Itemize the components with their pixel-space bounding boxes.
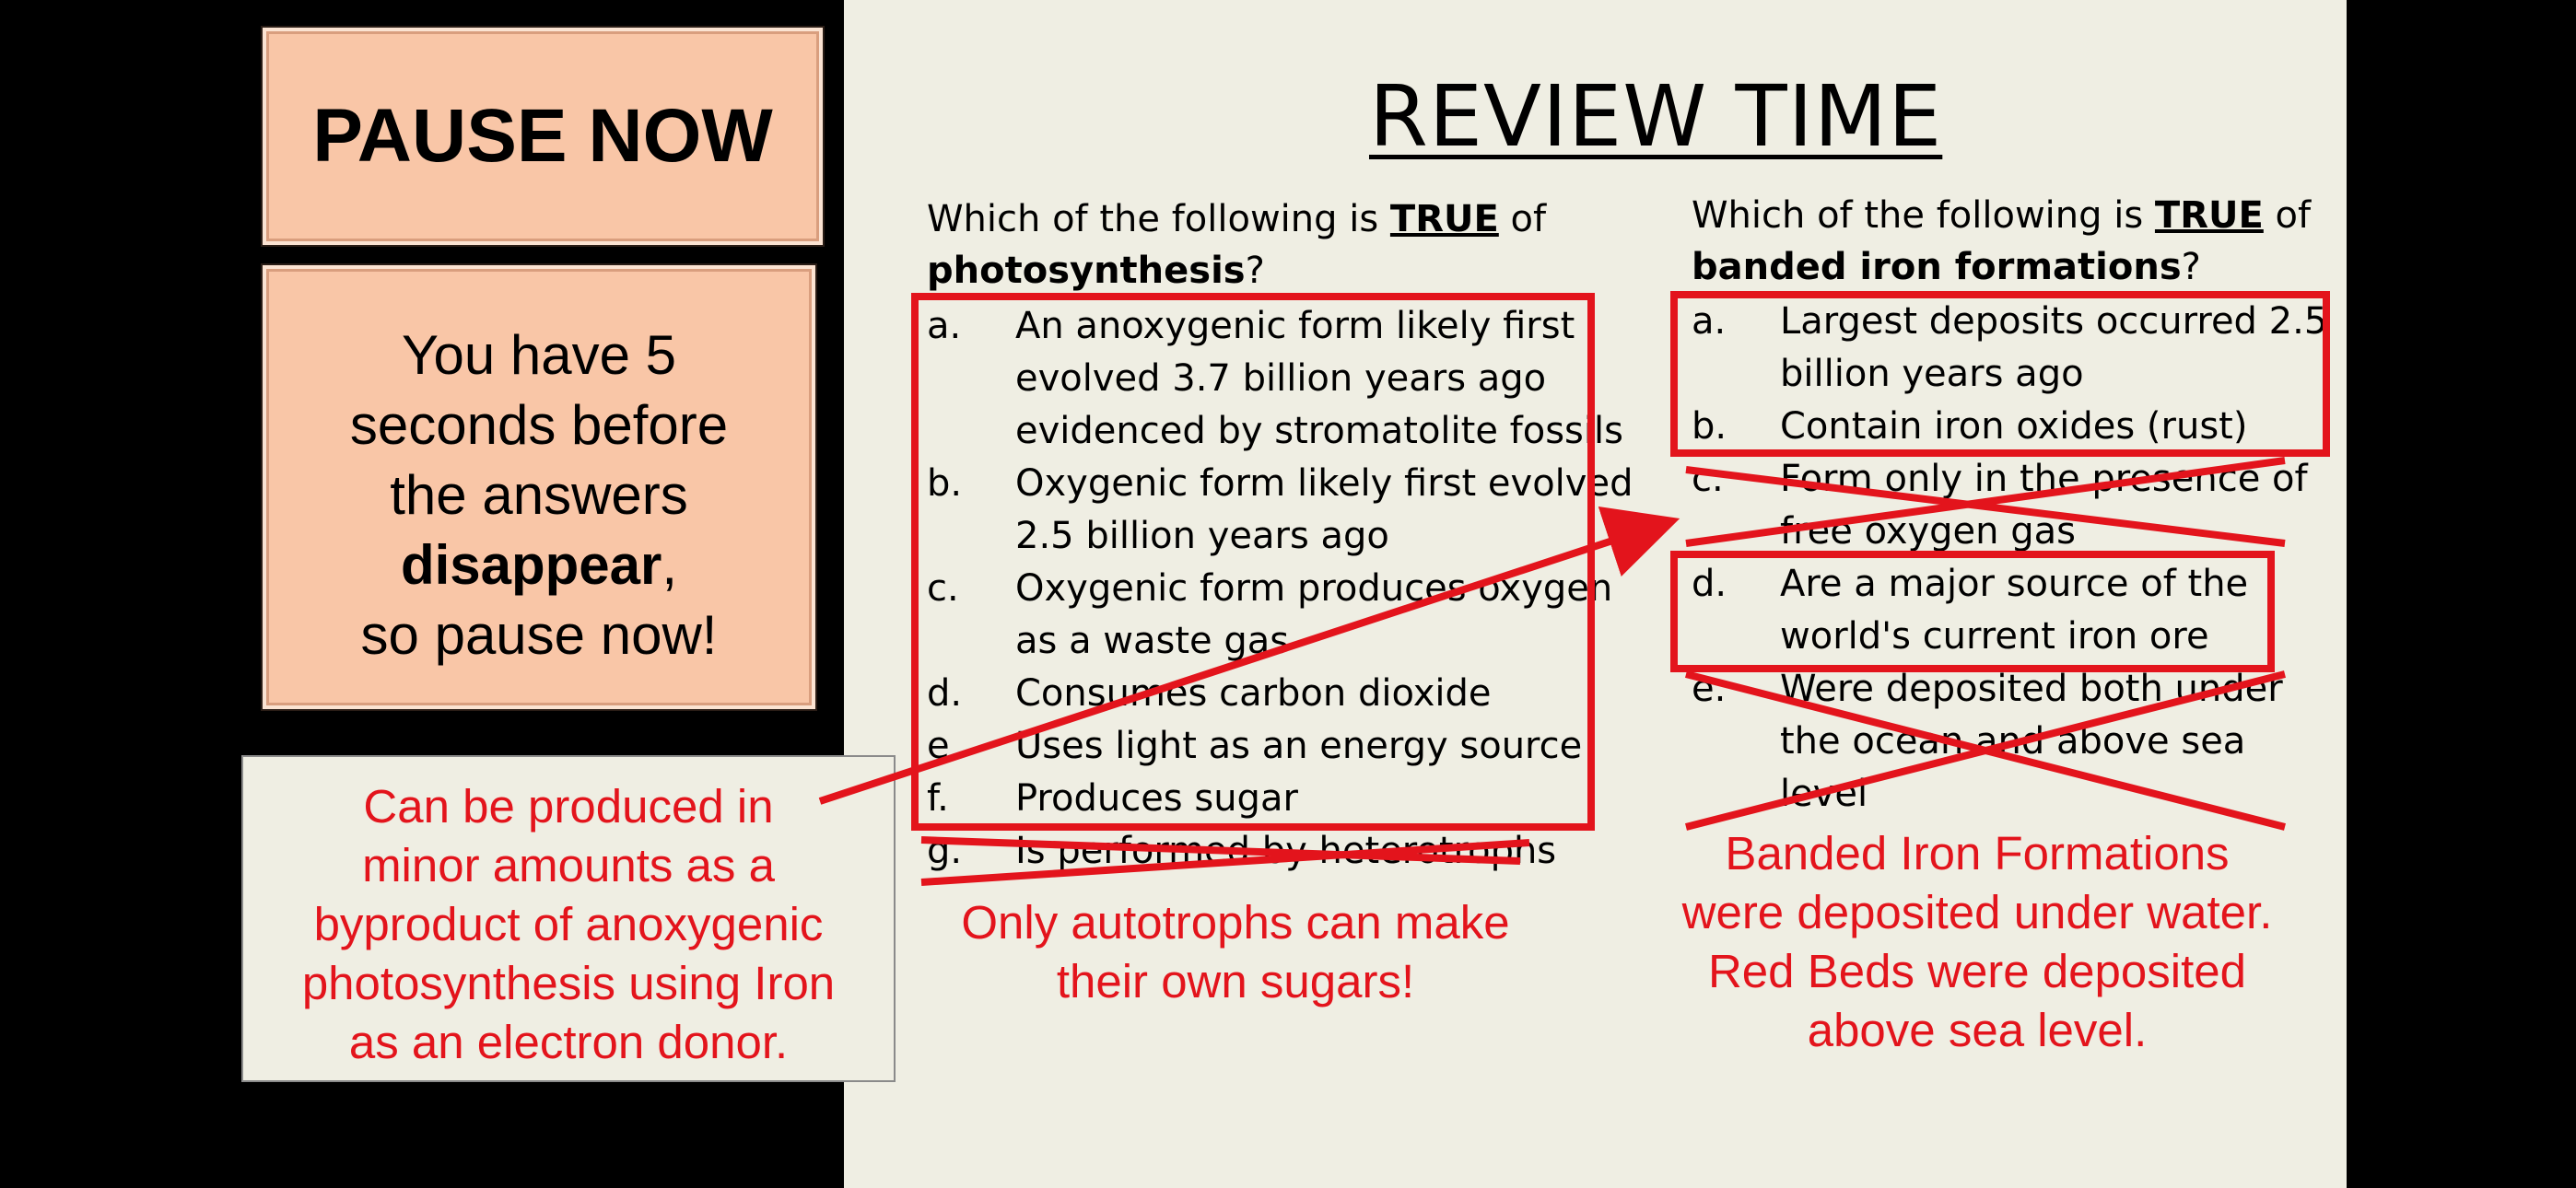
right-question-prefix: Which of the following is	[1692, 194, 2155, 237]
pause-now-box: PAUSE NOW	[263, 28, 823, 245]
cross-c-1	[1685, 466, 2286, 547]
option-letter: c.	[927, 567, 959, 610]
option-text: Uses light as an energy source	[1015, 725, 1583, 767]
option-letter: c.	[1692, 458, 1724, 500]
option-text: Contain iron oxides (rust)	[1780, 405, 2248, 448]
info-line: You have 5	[401, 324, 677, 386]
note-line: Banded Iron Formations	[1725, 827, 2230, 879]
info-line: so pause now!	[360, 604, 718, 666]
right-red-note: Banded Iron Formations were deposited un…	[1618, 824, 2336, 1060]
pause-info-box: You have 5 seconds before the answers di…	[263, 265, 815, 709]
right-answer-box-d	[1670, 551, 2275, 672]
info-line: the answers	[390, 464, 688, 526]
option-text: billion years ago	[1780, 353, 2084, 395]
option-text: evolved 3.7 billion years ago	[1015, 357, 1547, 400]
note-line: Red Beds were deposited	[1707, 945, 2247, 997]
left-question-topic: photosynthesis	[927, 250, 1246, 292]
option-text: world's current iron ore	[1780, 615, 2209, 658]
option-letter: b.	[1692, 405, 1727, 448]
side-note-line: as an electron donor.	[348, 1016, 789, 1068]
option-letter: a.	[1692, 300, 1727, 343]
left-question: Which of the following is TRUE of photos…	[927, 193, 1590, 297]
info-line: disappear,	[266, 530, 812, 600]
note-line: above sea level.	[1807, 1004, 2148, 1056]
note-line: their own sugars!	[1056, 955, 1415, 1007]
option-text: 2.5 billion years ago	[1015, 515, 1389, 557]
right-question: Which of the following is TRUE of banded…	[1692, 190, 2336, 293]
option-text: Are a major source of the	[1780, 563, 2249, 605]
left-question-prefix: Which of the following is	[927, 198, 1390, 240]
option-text: Were deposited both under	[1780, 668, 2283, 710]
note-line: Only autotrophs can make	[961, 896, 1510, 949]
side-note-box: Can be produced in minor amounts as a by…	[241, 755, 896, 1082]
right-answer-box-ab	[1670, 291, 2330, 457]
right-question-emphasis: TRUE	[2154, 194, 2264, 237]
option-text: free oxygen gas	[1780, 510, 2076, 553]
left-question-end: ?	[1245, 250, 1265, 292]
right-question-end: ?	[2181, 246, 2201, 288]
option-letter: a.	[927, 305, 962, 347]
option-text: evidenced by stromatolite fossils	[1015, 410, 1623, 452]
left-question-suffix: of	[1498, 198, 1547, 240]
cross-e-2	[1685, 670, 2286, 831]
left-answer-box	[911, 293, 1595, 831]
arrow-line	[818, 507, 1680, 805]
info-line: seconds before	[349, 394, 729, 456]
strike-g-2	[920, 839, 1530, 886]
right-question-topic: banded iron formations	[1692, 246, 2182, 288]
option-text: Oxygenic form likely first evolved	[1015, 462, 1633, 505]
right-question-suffix: of	[2263, 194, 2312, 237]
left-red-note: Only autotrophs can make their own sugar…	[918, 893, 1553, 1011]
note-line: were deposited under water.	[1681, 886, 2273, 938]
option-letter: d.	[1692, 563, 1727, 605]
pause-now-label: PAUSE NOW	[312, 94, 773, 178]
option-text: Largest deposits occurred 2.5	[1780, 300, 2328, 343]
slide-title: REVIEW TIME	[1369, 67, 1943, 166]
side-note-line: Can be produced in	[363, 780, 774, 833]
cross-c-2	[1685, 457, 2286, 547]
left-question-emphasis: TRUE	[1389, 198, 1499, 240]
info-comma: ,	[662, 534, 678, 596]
option-letter: b.	[927, 462, 963, 505]
info-emphasis: disappear	[400, 534, 662, 596]
slide: REVIEW TIME Which of the following is TR…	[844, 0, 2347, 1188]
option-text: An anoxygenic form likely first	[1015, 305, 1575, 347]
option-text: Produces sugar	[1015, 777, 1298, 820]
option-text: as a waste gas	[1015, 620, 1290, 662]
option-letter: f.	[927, 777, 949, 820]
side-note-line: minor amounts as a	[362, 839, 775, 891]
strike-g-1	[920, 836, 1521, 865]
side-note-line: photosynthesis using Iron	[301, 957, 836, 1009]
option-letter: d.	[927, 672, 963, 715]
side-note-line: byproduct of anoxygenic	[313, 898, 824, 950]
